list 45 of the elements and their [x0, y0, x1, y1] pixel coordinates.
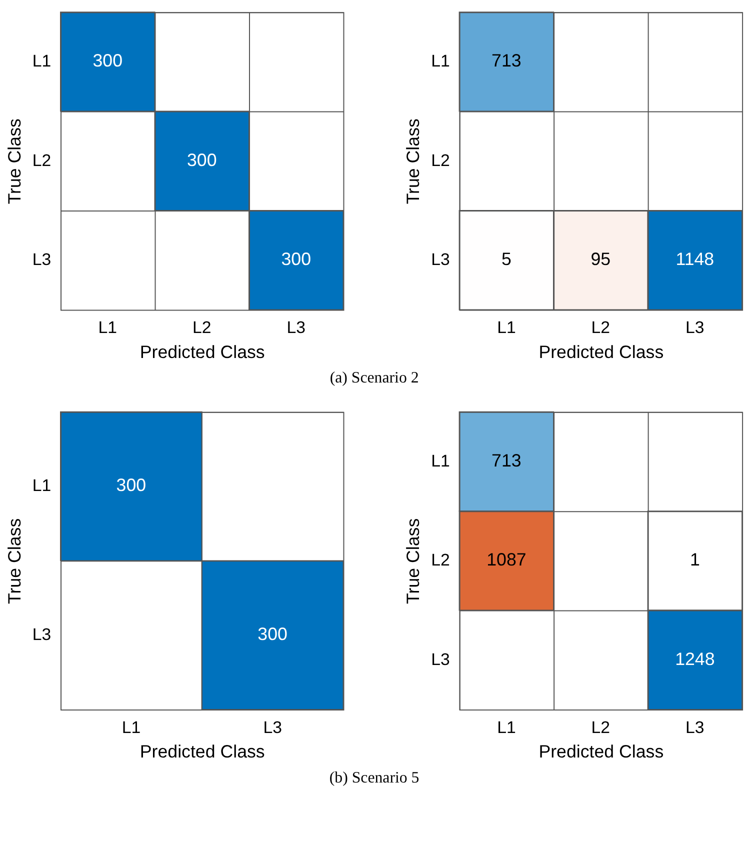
data-label: 300	[92, 50, 123, 71]
y-tick-label: L1	[32, 52, 52, 71]
y-axis-title: True Class	[4, 518, 24, 604]
x-tick-label: L2	[192, 318, 212, 338]
data-label: 1248	[675, 648, 715, 669]
data-label: 300	[258, 624, 288, 644]
y-tick-label: L1	[32, 476, 52, 496]
y-axis-title: True Class	[4, 118, 24, 204]
data-label: 713	[492, 450, 522, 470]
y-tick-label: L1	[431, 451, 450, 470]
x-tick-label: L3	[686, 718, 704, 737]
x-tick-label: L1	[497, 718, 516, 737]
data-label: 300	[186, 150, 217, 170]
y-axis-title: True Class	[403, 118, 424, 204]
x-tick-label: L3	[263, 718, 282, 737]
y-tick-label: L3	[431, 650, 450, 669]
y-tick-label: L3	[32, 625, 52, 644]
y-tick-label: L2	[431, 550, 450, 570]
text: (b) Scenario 5	[329, 769, 420, 786]
x-axis-title: Predicted Class	[140, 342, 265, 362]
x-axis-title: Predicted Class	[538, 342, 664, 362]
y-axis-title: True Class	[403, 518, 424, 604]
data-label: 1148	[676, 249, 714, 270]
data-label: 1087	[486, 550, 526, 570]
data-label: 713	[492, 50, 522, 71]
x-axis-title: Predicted Class	[538, 742, 664, 762]
y-tick-label: L1	[431, 52, 450, 71]
x-tick-label: L1	[122, 718, 141, 737]
x-tick-label: L1	[98, 318, 118, 338]
data-label: 300	[116, 475, 146, 496]
data-label: 95	[590, 249, 611, 270]
x-tick-label: L2	[591, 718, 610, 737]
x-tick-label: L2	[591, 318, 610, 338]
x-tick-label: L3	[286, 318, 306, 338]
data-label: 300	[281, 249, 312, 270]
x-tick-label: L1	[497, 318, 516, 338]
y-tick-label: L3	[32, 250, 52, 270]
data-label: 1	[690, 550, 700, 570]
data-label: 5	[501, 249, 512, 270]
x-tick-label: L3	[686, 318, 704, 338]
y-tick-label: L2	[32, 150, 52, 170]
x-axis-title: Predicted Class	[140, 742, 265, 762]
y-tick-label: L2	[431, 150, 450, 170]
text: (a) Scenario 2	[330, 370, 419, 387]
y-tick-label: L3	[431, 250, 450, 270]
